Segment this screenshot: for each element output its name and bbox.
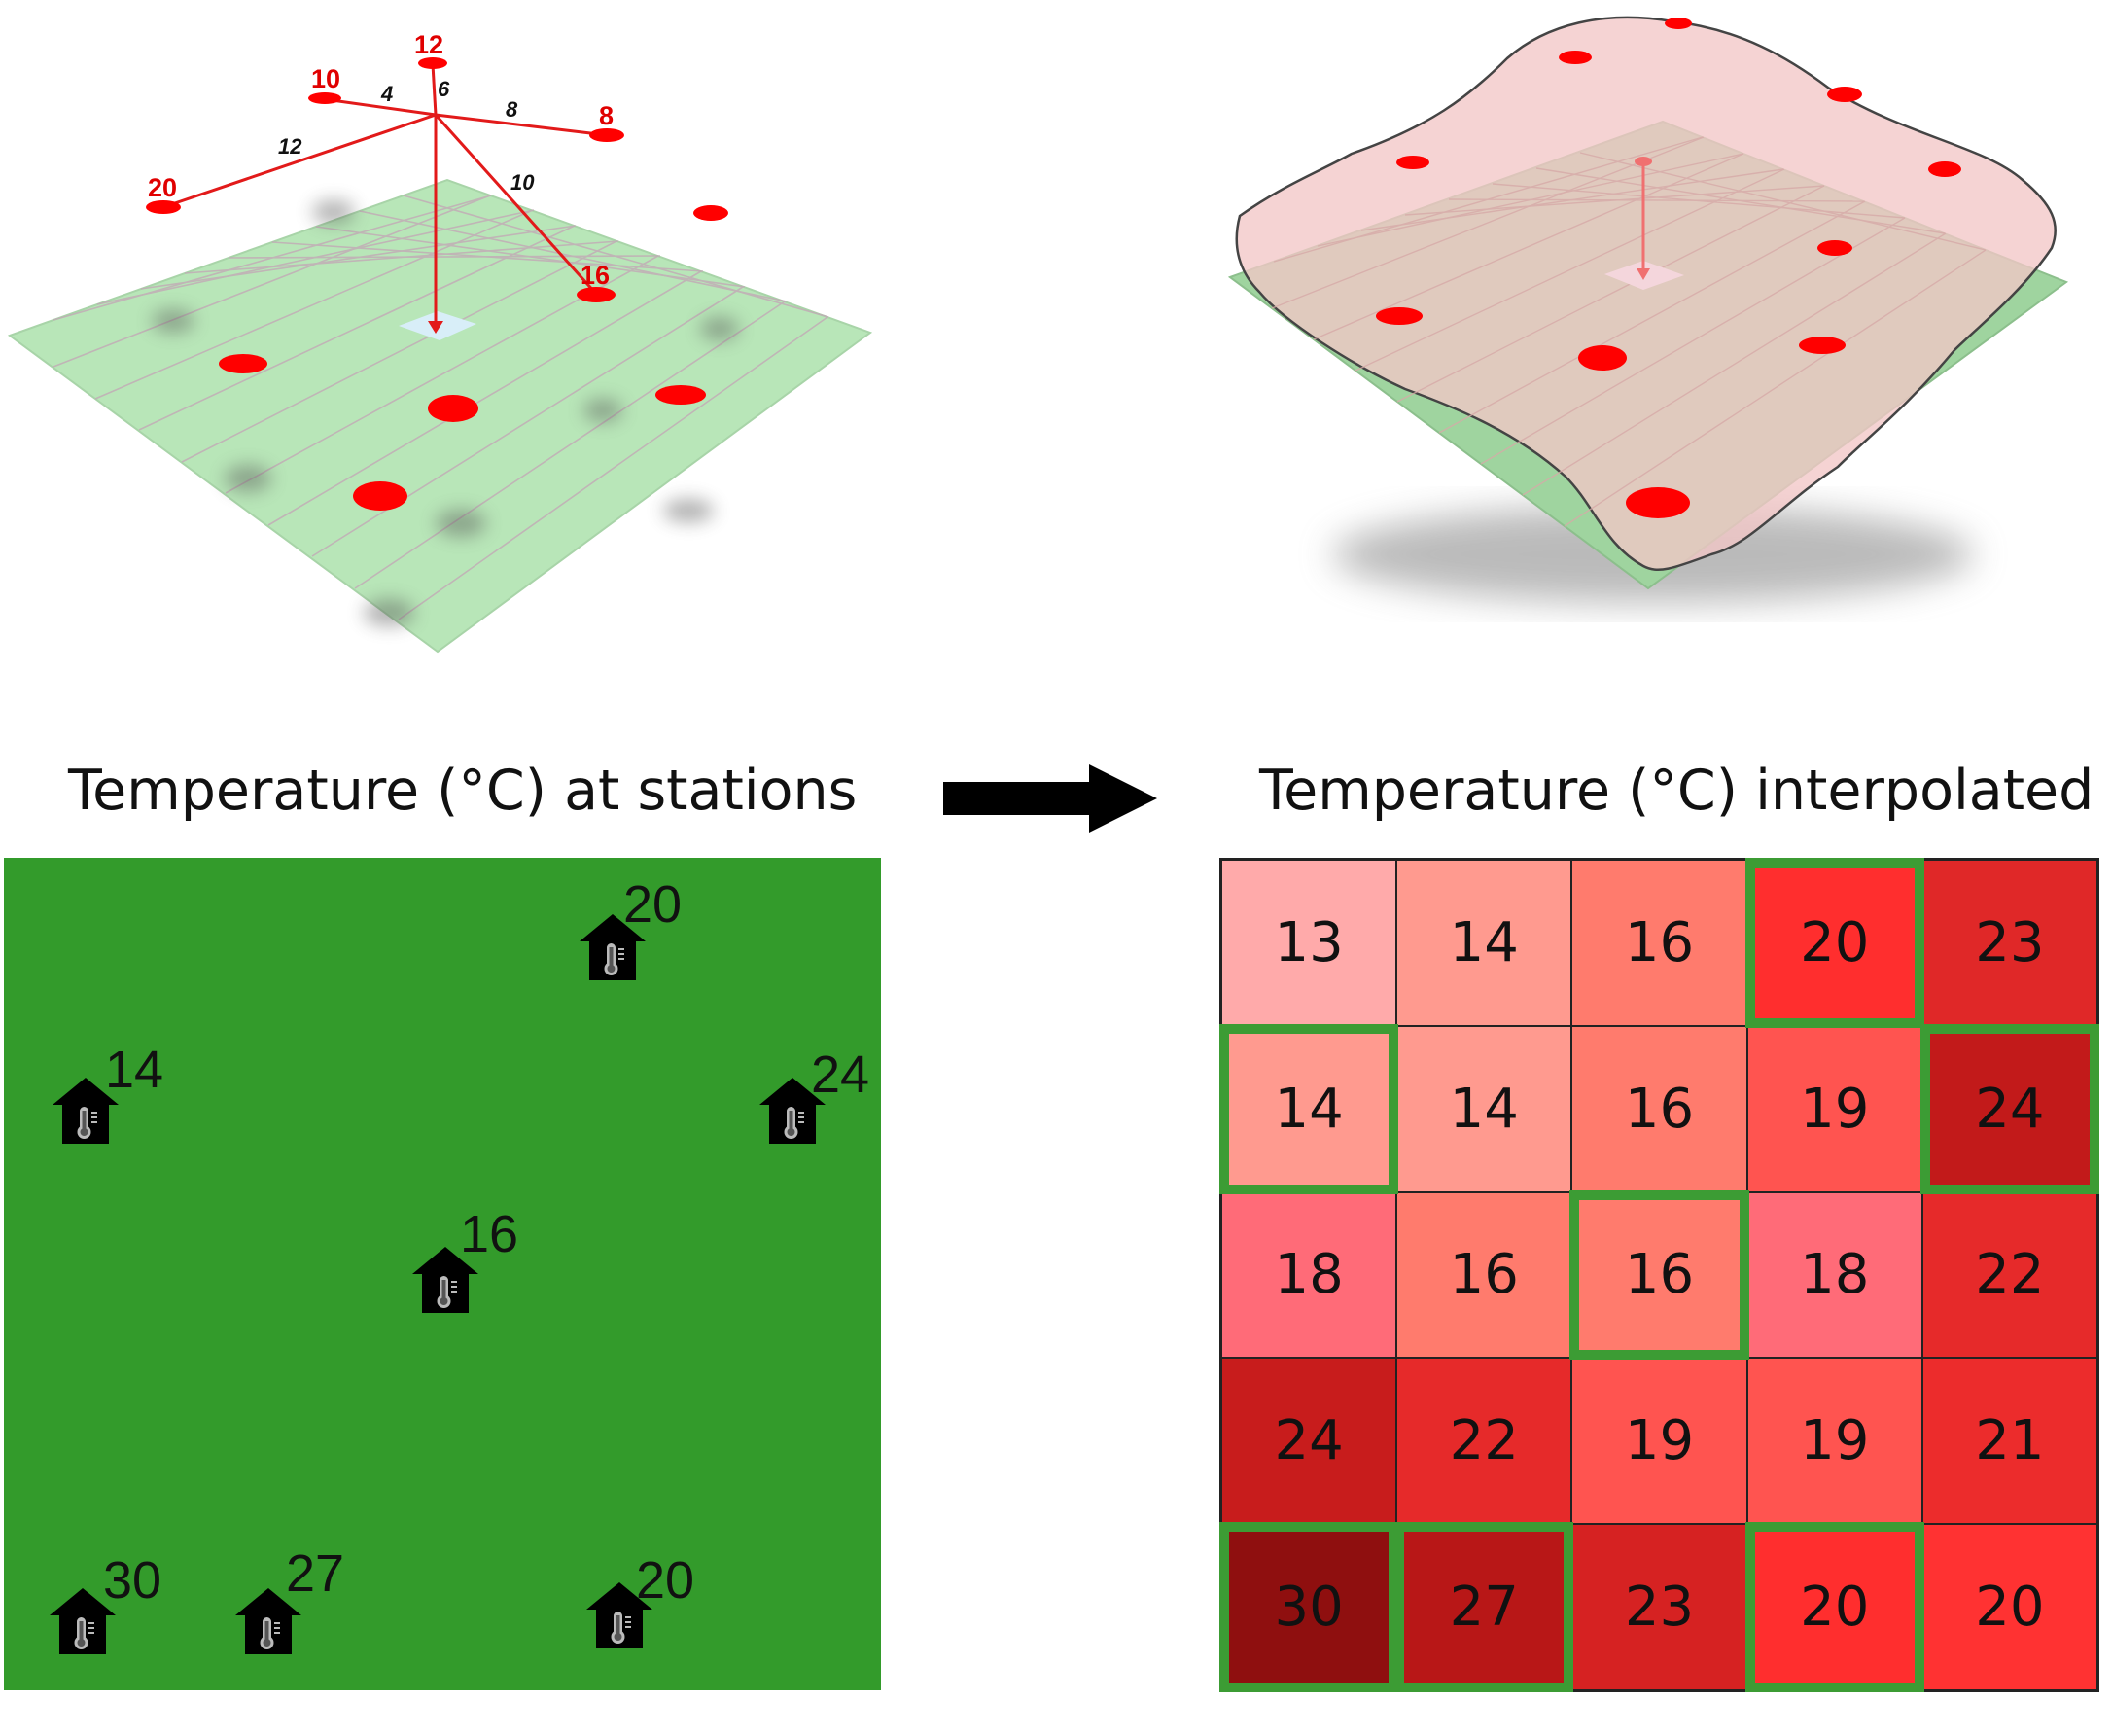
grid-cell: 19 bbox=[1746, 1025, 1922, 1192]
grid-cell: 23 bbox=[1921, 860, 2097, 1026]
station-marker bbox=[578, 912, 648, 982]
stations-title: Temperature (°C) at stations bbox=[68, 759, 858, 823]
station-thermometer-house-icon bbox=[580, 914, 646, 980]
neighbor-value-label: 10 bbox=[311, 64, 340, 93]
left-grid-plane bbox=[7, 178, 873, 654]
interpolated-title: Temperature (°C) interpolated bbox=[1259, 759, 2094, 823]
grid-cell: 19 bbox=[1746, 1358, 1922, 1525]
station-value: 16 bbox=[460, 1205, 519, 1263]
neighbor-value-label: 20 bbox=[148, 173, 177, 202]
station-marker bbox=[584, 1580, 654, 1650]
station-thermometer-house-icon bbox=[586, 1582, 652, 1648]
neighbor-value-label: 8 bbox=[599, 101, 614, 130]
grid-cell-station: 16 bbox=[1569, 1189, 1749, 1361]
station-thermometer-house-icon bbox=[235, 1588, 301, 1654]
station-value: 27 bbox=[286, 1544, 345, 1603]
grid-cell-station: 14 bbox=[1218, 1023, 1399, 1194]
grid-cell: 20 bbox=[1921, 1524, 2097, 1690]
neighbor-value-label: 12 bbox=[414, 30, 443, 59]
grid-cell: 16 bbox=[1396, 1191, 1572, 1359]
station-value: 14 bbox=[105, 1041, 164, 1099]
station-thermometer-house-icon bbox=[50, 1588, 116, 1654]
station-marker bbox=[233, 1586, 303, 1656]
station-marker bbox=[51, 1076, 121, 1146]
station-thermometer-house-icon bbox=[412, 1247, 478, 1313]
station-value: 20 bbox=[623, 875, 683, 934]
station-thermometer-house-icon bbox=[53, 1078, 119, 1144]
arrow-right-icon bbox=[943, 764, 1157, 833]
station-value: 30 bbox=[103, 1551, 162, 1610]
stations-map: 20 14 24 16 30 27 20 bbox=[4, 858, 881, 1690]
station-value: 24 bbox=[811, 1045, 870, 1104]
grid-cell: 21 bbox=[1921, 1358, 2097, 1525]
distance-label: 4 bbox=[380, 82, 393, 106]
distance-label: 10 bbox=[510, 170, 535, 195]
neighbor-value-label: 16 bbox=[581, 261, 610, 290]
grid-cell: 18 bbox=[1221, 1191, 1397, 1359]
station-marker bbox=[48, 1586, 118, 1656]
station-value: 20 bbox=[636, 1551, 695, 1610]
grid-cell: 22 bbox=[1396, 1358, 1572, 1525]
grid-cell-station: 27 bbox=[1394, 1522, 1574, 1692]
station-marker bbox=[410, 1245, 480, 1315]
left-neighbor-lines: 20 10 12 8 16 12 4 6 8 10 bbox=[146, 30, 624, 334]
distance-label: 8 bbox=[506, 97, 518, 122]
station-marker bbox=[757, 1076, 827, 1146]
distance-label: 6 bbox=[438, 77, 450, 101]
grid-cell: 13 bbox=[1221, 860, 1397, 1026]
interpolated-grid: 13 14 16 20 23 14 14 16 19 24 18 16 16 18 22 24 22 19 19 21… bbox=[1218, 858, 2099, 1692]
grid-cell-station: 30 bbox=[1218, 1522, 1399, 1692]
grid-cell-station: 20 bbox=[1744, 1522, 1924, 1692]
right-surface bbox=[1227, 16, 2069, 603]
interpolation-illustration: 20 10 12 8 16 12 4 6 8 10 bbox=[7, 16, 2069, 654]
grid-cell: 14 bbox=[1396, 860, 1572, 1026]
grid-cell: 24 bbox=[1221, 1358, 1397, 1525]
station-thermometer-house-icon bbox=[759, 1078, 826, 1144]
grid-cell: 18 bbox=[1746, 1191, 1922, 1359]
grid-cell-station: 24 bbox=[1919, 1023, 2099, 1194]
grid-cell: 22 bbox=[1921, 1191, 2097, 1359]
grid-cell: 14 bbox=[1396, 1025, 1572, 1192]
grid-cell: 19 bbox=[1571, 1358, 1747, 1525]
grid-cell-station: 20 bbox=[1744, 858, 1924, 1028]
grid-cell: 16 bbox=[1571, 860, 1747, 1026]
grid-cell: 23 bbox=[1571, 1524, 1747, 1690]
distance-label: 12 bbox=[278, 134, 302, 159]
grid-cell: 16 bbox=[1571, 1025, 1747, 1192]
